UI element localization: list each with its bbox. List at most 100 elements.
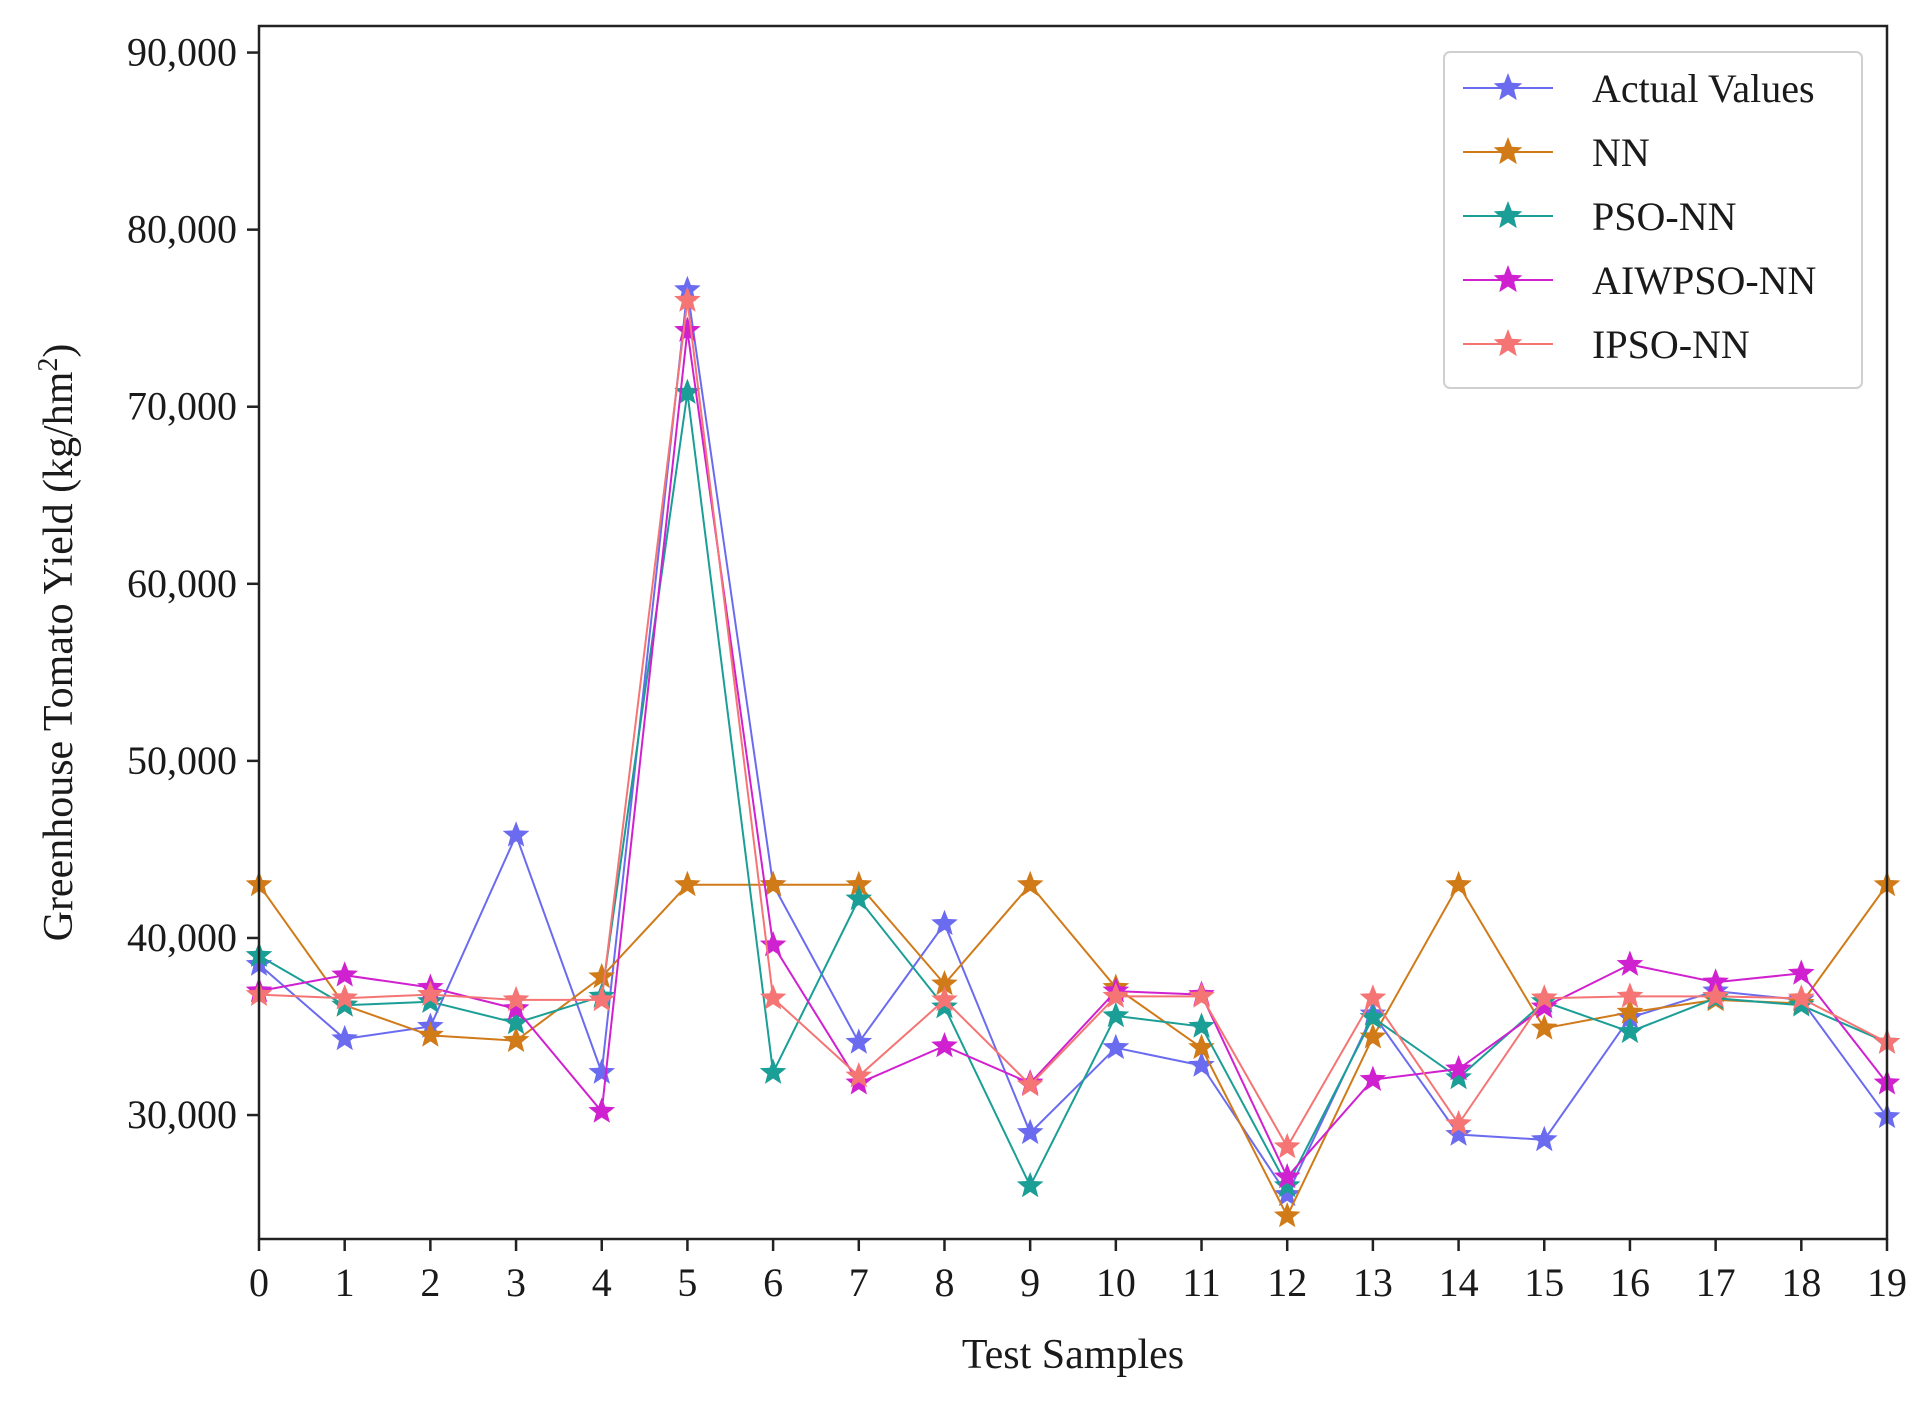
legend-label: NN — [1592, 130, 1650, 175]
plot-layer — [245, 275, 1901, 1228]
x-tick-label: 2 — [420, 1260, 440, 1305]
data-point-pso-nn — [502, 1009, 530, 1035]
y-tick-label: 30,000 — [127, 1092, 237, 1137]
data-point-actual-values — [588, 1058, 616, 1084]
data-point-actual-values — [1530, 1125, 1558, 1152]
data-point-ipso-nn — [674, 286, 701, 312]
series-line-pso-nn — [258, 392, 1888, 1189]
legend-item-aiwpso-nn: AIWPSO-NN — [1463, 258, 1816, 303]
legend-marker — [1493, 329, 1523, 357]
legend: Actual Values NN PSO-NN AIWPSO-NN IPSO-NN — [1443, 51, 1863, 389]
legend-box — [1443, 51, 1863, 389]
x-tick-label: 15 — [1524, 1260, 1564, 1305]
data-point-pso-nn — [1016, 1171, 1044, 1198]
data-point-pso-nn — [1616, 1017, 1644, 1044]
legend-item-nn: NN — [1463, 130, 1650, 175]
legend-item-pso-nn: PSO-NN — [1463, 194, 1736, 239]
legend-label: Actual Values — [1592, 66, 1815, 111]
data-point-ipso-nn — [1016, 1070, 1044, 1097]
series-line-ipso-nn — [258, 300, 1888, 1149]
x-tick-label: 10 — [1096, 1260, 1136, 1305]
x-tick-label: 3 — [506, 1260, 526, 1305]
x-tick-label: 16 — [1610, 1260, 1650, 1305]
x-tick-label: 14 — [1439, 1260, 1479, 1305]
data-point-aiwpso-nn — [1530, 993, 1558, 1019]
data-point-aiwpso-nn — [1788, 959, 1815, 985]
data-point-nn — [1616, 998, 1644, 1024]
x-tick-label: 6 — [763, 1260, 783, 1305]
series-actual-values — [245, 275, 1901, 1207]
legend-label: AIWPSO-NN — [1592, 258, 1816, 303]
data-point-ipso-nn — [1273, 1132, 1301, 1159]
data-point-aiwpso-nn — [1445, 1055, 1472, 1081]
legend-marker — [1493, 137, 1523, 165]
x-tick-label: 5 — [677, 1260, 697, 1305]
x-tick-label: 19 — [1867, 1260, 1907, 1305]
x-tick-label: 4 — [592, 1260, 612, 1305]
data-point-actual-values — [1273, 1180, 1301, 1207]
data-point-nn — [931, 970, 958, 996]
data-point-nn — [1016, 870, 1044, 897]
legend-item-ipso-nn: IPSO-NN — [1463, 322, 1750, 367]
data-point-aiwpso-nn — [331, 961, 358, 987]
series-nn — [245, 870, 1901, 1228]
data-point-ipso-nn — [1359, 984, 1387, 1010]
data-point-ipso-nn — [1530, 984, 1558, 1010]
y-tick-label: 70,000 — [127, 384, 237, 429]
y-tick-label: 50,000 — [127, 738, 237, 783]
data-point-ipso-nn — [1616, 982, 1644, 1008]
data-point-nn — [1359, 1023, 1387, 1049]
series-line-actual-values — [258, 289, 1888, 1197]
data-point-pso-nn — [1445, 1063, 1472, 1090]
series-pso-nn — [245, 378, 1901, 1198]
x-tick-label: 18 — [1781, 1260, 1821, 1305]
data-point-ipso-nn — [931, 985, 958, 1012]
axes-layer: 30,000 40,000 50,000 60,000 70,000 80,000 90,0… — [127, 30, 1907, 1305]
data-point-actual-values — [331, 1024, 358, 1051]
data-point-aiwpso-nn — [1616, 950, 1644, 976]
data-point-nn — [1530, 1014, 1558, 1040]
legend-item-actual-values: Actual Values — [1463, 66, 1815, 111]
data-point-nn — [417, 1021, 444, 1047]
y-tick-label: 40,000 — [127, 915, 237, 960]
data-point-aiwpso-nn — [931, 1032, 958, 1058]
y-tick-label: 90,000 — [127, 30, 237, 75]
data-point-nn — [845, 870, 873, 897]
series-line-aiwpso-nn — [258, 330, 1888, 1179]
data-point-pso-nn — [1359, 1003, 1387, 1029]
x-tick-label: 0 — [249, 1260, 269, 1305]
data-point-actual-values — [1445, 1120, 1472, 1146]
data-point-ipso-nn — [1702, 982, 1729, 1008]
data-point-pso-nn — [759, 1058, 787, 1084]
data-point-ipso-nn — [1102, 982, 1130, 1008]
x-tick-label: 13 — [1353, 1260, 1393, 1305]
data-point-aiwpso-nn — [1273, 1163, 1301, 1189]
data-point-ipso-nn — [1445, 1109, 1472, 1136]
data-point-ipso-nn — [588, 985, 616, 1012]
data-point-ipso-nn — [331, 984, 358, 1010]
data-point-aiwpso-nn — [674, 316, 701, 342]
x-tick-label: 12 — [1267, 1260, 1307, 1305]
data-point-ipso-nn — [1788, 984, 1815, 1010]
x-tick-label: 8 — [934, 1260, 954, 1305]
y-tick-label: 60,000 — [127, 561, 237, 606]
data-point-aiwpso-nn — [1702, 968, 1729, 994]
data-point-ipso-nn — [759, 984, 787, 1010]
x-tick-label: 11 — [1182, 1260, 1221, 1305]
legend-label: IPSO-NN — [1592, 322, 1750, 367]
x-tick-label: 1 — [335, 1260, 355, 1305]
y-axis-title-main: Greenhouse Tomato Yield (kg/hm — [36, 371, 82, 941]
x-axis-title: Test Samples — [962, 1332, 1184, 1378]
data-point-aiwpso-nn — [502, 994, 530, 1021]
data-point-nn — [588, 962, 616, 989]
data-point-pso-nn — [1102, 1001, 1130, 1028]
data-point-pso-nn — [674, 378, 701, 404]
legend-label: PSO-NN — [1592, 194, 1736, 239]
data-point-actual-values — [931, 909, 958, 936]
data-point-nn — [1188, 1033, 1215, 1060]
y-axis-title-end: ) — [36, 344, 82, 358]
legend-marker — [1493, 201, 1523, 229]
series-aiwpso-nn — [245, 316, 1901, 1189]
series-line-nn — [258, 882, 1888, 1219]
data-point-ipso-nn — [502, 985, 530, 1012]
